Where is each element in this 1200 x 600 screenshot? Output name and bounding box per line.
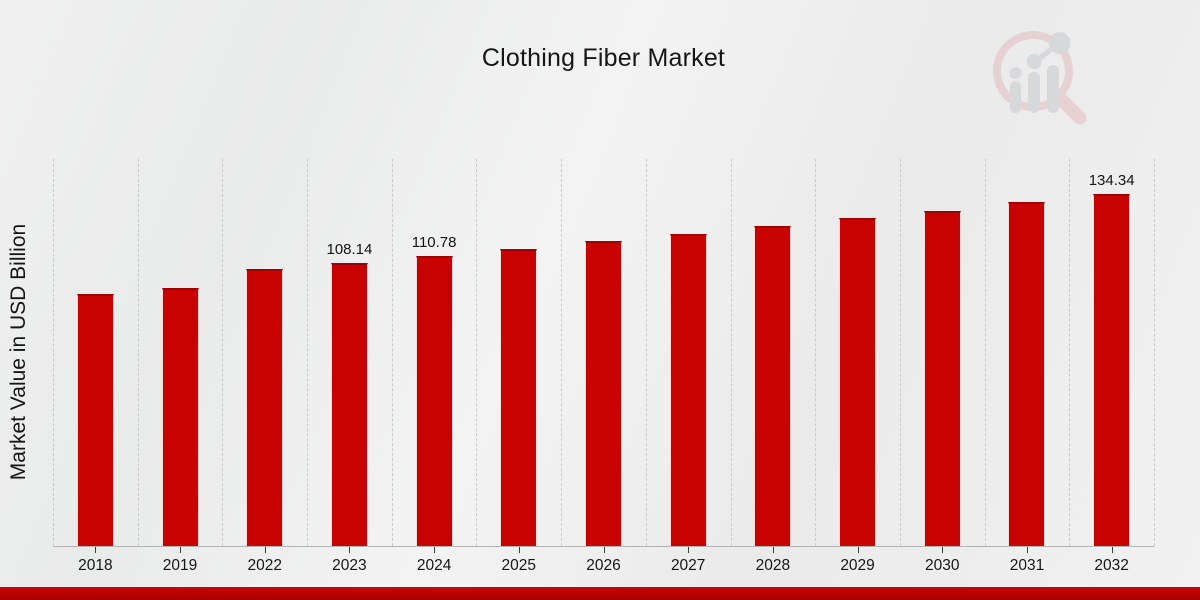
x-axis-tick [434, 547, 436, 553]
x-axis-tick [603, 547, 605, 553]
y-axis-label: Market Value in USD Billion [7, 223, 30, 481]
bar-value-label-2032: 134.34 [1088, 172, 1135, 189]
bar-2023 [330, 263, 368, 546]
x-axis-tick [180, 547, 182, 553]
bar-2031 [1008, 202, 1046, 546]
x-axis-tick [518, 547, 520, 553]
bar-2019 [161, 288, 199, 546]
x-axis-tick [772, 547, 774, 553]
bar-value-label-2023: 108.14 [326, 241, 373, 258]
magnifier-bar-chart-logo-icon [993, 31, 1087, 125]
plot-area: 2018 2019 2022 108.14 2023 110.78 2024 2025 2026… [53, 159, 1155, 574]
x-axis-label-2019: 2019 [162, 557, 198, 574]
bar-2030 [923, 211, 961, 546]
x-axis-label-2022: 2022 [247, 557, 282, 574]
x-axis-label-2023: 2023 [332, 557, 367, 574]
x-axis-label-2027: 2027 [670, 557, 706, 574]
bar-2029 [839, 218, 877, 546]
x-axis-label-2030: 2030 [925, 557, 960, 574]
gridline [815, 159, 817, 546]
gridline [1154, 159, 1155, 546]
x-axis-label-2031: 2031 [1009, 557, 1045, 574]
x-axis-label-2026: 2026 [586, 557, 621, 574]
gridline [899, 159, 901, 546]
gridline [730, 159, 732, 546]
gridline [561, 159, 563, 546]
x-axis-tick [1111, 547, 1113, 553]
bar-2024 [415, 256, 453, 546]
bar-2028 [754, 226, 792, 546]
gridline [1069, 159, 1071, 546]
bar-value-label-2024: 110.78 [411, 234, 457, 251]
x-axis-tick [95, 547, 97, 553]
gridline [53, 159, 54, 546]
gridline [645, 159, 647, 546]
bar-2027 [669, 234, 707, 546]
x-axis-label-2028: 2028 [755, 557, 791, 574]
gridline [391, 159, 393, 546]
x-axis-label-2018: 2018 [78, 557, 113, 574]
x-axis-tick [1026, 547, 1028, 553]
bar-2018 [76, 294, 114, 546]
gridline [222, 159, 224, 546]
footer-accent-bar [0, 587, 1200, 600]
gridline [984, 159, 986, 546]
gridline [307, 159, 309, 546]
x-axis-tick [857, 547, 859, 553]
chart-title: Clothing Fiber Market [481, 44, 726, 72]
x-axis-tick [264, 547, 266, 553]
gridline [476, 159, 478, 546]
x-axis-tick [688, 547, 690, 553]
gridline [137, 159, 139, 546]
x-axis-tick [942, 547, 944, 553]
x-axis-label-2029: 2029 [840, 557, 875, 574]
x-axis-label-2032: 2032 [1094, 557, 1129, 574]
bar-2025 [500, 249, 538, 546]
x-axis-label-2024: 2024 [416, 557, 452, 574]
x-axis-tick [349, 547, 351, 553]
x-axis-label-2025: 2025 [501, 557, 537, 574]
bar-2022 [246, 269, 284, 546]
bar-2026 [585, 241, 622, 546]
bar-2032 [1093, 194, 1131, 546]
